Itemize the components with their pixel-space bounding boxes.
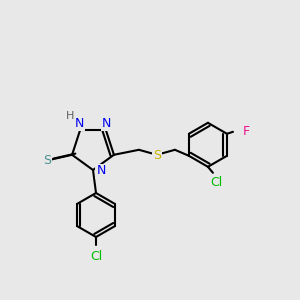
Text: Cl: Cl <box>90 250 102 263</box>
Text: H: H <box>66 111 74 121</box>
Text: F: F <box>242 125 250 138</box>
Text: Cl: Cl <box>210 176 222 189</box>
Text: N: N <box>102 117 112 130</box>
Text: S: S <box>43 154 51 167</box>
Text: N: N <box>96 164 106 178</box>
Text: N: N <box>74 117 84 130</box>
Text: S: S <box>153 149 161 162</box>
